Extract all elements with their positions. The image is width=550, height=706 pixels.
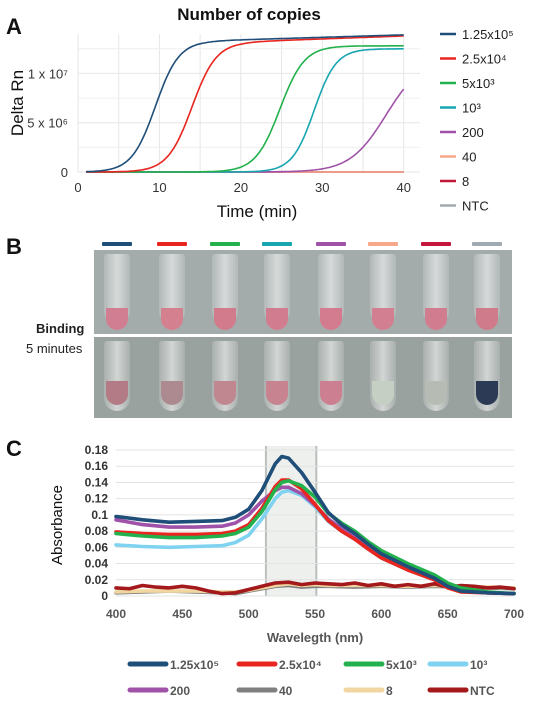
legend-label: 8 [386,684,393,698]
tube-liquid [372,308,394,330]
tube-liquid [476,381,498,405]
y-tick-label: 0.12 [85,492,109,506]
tube-liquid [214,381,236,405]
tube-photo [94,250,512,418]
y-axis-label: Absorbance [49,485,66,565]
tube-liquid [476,308,498,330]
chart-title: Number of copies [177,5,321,24]
y-axis-label: Delta Rn [8,70,27,136]
y-tick-label: 1 x 10⁷ [28,66,68,81]
tube-liquid [425,381,447,405]
photo-divider [94,334,512,337]
x-tick-label: 40 [396,180,410,195]
tube-liquid [266,381,288,405]
tube-liquid [372,381,394,405]
legend-label: 5x10³ [386,658,417,672]
y-tick-label: 0 [61,165,68,180]
y-tick-label: 0.18 [85,443,109,457]
tube-liquid [425,308,447,330]
x-tick-label: 10 [152,180,166,195]
tube-color-swatch [472,242,502,246]
legend-label: 1.25x10⁵ [462,27,514,42]
tube-color-swatch [368,242,398,246]
panel-letter-a: A [6,14,22,39]
tube-liquid [106,308,128,330]
series-line [86,88,405,173]
x-tick-label: 30 [315,180,329,195]
series-line [86,35,404,173]
x-axis-label: Wavelegth (nm) [267,630,363,645]
y-tick-label: 0.16 [85,459,109,473]
tube-color-swatch [421,242,451,246]
y-tick-label: 0.14 [85,475,109,489]
x-tick-label: 400 [106,607,126,621]
tube-liquid [106,381,128,405]
legend-label: 2.5x10⁴ [279,658,322,672]
x-tick-label: 20 [234,180,248,195]
tube-color-swatch [157,242,187,246]
legend-label: 10³ [470,658,487,672]
series-line [114,454,516,596]
highlight-band [265,446,317,596]
amplification-chart: 0 10 20 30 40 0 5 x 10⁶ 1 x 10⁷ Number of copies… [8,5,514,221]
y-tick-label: 0.08 [85,524,109,538]
x-tick-label: 650 [438,607,458,621]
x-tick-label: 500 [239,607,259,621]
y-tick-label: 5 x 10⁶ [27,116,68,131]
series-line [86,45,404,173]
y-tick-label: 0.02 [85,573,109,587]
legend-label: NTC [462,199,489,214]
tube-liquid [266,308,288,330]
x-axis-label: Time (min) [217,202,298,221]
x-tick-label: 450 [172,607,192,621]
legend-label: 200 [462,125,484,140]
legend-label: 1.25x10⁵ [170,658,219,672]
tube-color-swatch [210,242,240,246]
tube-liquid [320,308,342,330]
y-tick-label: 0.04 [85,557,109,571]
x-tick-label: 600 [371,607,391,621]
legend-label: 2.5x10⁴ [462,52,507,67]
binding-label: Binding [36,321,85,336]
legend-label: 40 [279,684,293,698]
x-tick-label: 550 [305,607,325,621]
tube-color-swatch [102,242,132,246]
tube-color-swatch [262,242,292,246]
tube-liquid [161,381,183,405]
absorbance-chart: 0 0.02 0.04 0.06 0.08 0.1 0.12 0.14 0.16 0.18 400 4… [49,443,524,698]
panel-letter-b: B [6,234,22,259]
tube-row-bottom [94,337,512,418]
y-tick-label: 0.06 [85,540,109,554]
series-line [86,34,404,173]
tube-row-top [94,250,512,334]
y-tick-label: 0.1 [91,508,108,522]
panel-letter-c: C [6,436,22,461]
tube-liquid [320,381,342,405]
legend-label: 10³ [462,101,481,116]
legend-label: 8 [462,174,469,189]
legend-label: 5x10³ [462,76,495,91]
series-line [114,479,516,596]
legend-label: NTC [470,684,495,698]
tube-color-swatch [316,242,346,246]
y-tick-label: 0 [101,589,108,603]
x-tick-label: 0 [74,180,81,195]
tube-liquid [214,308,236,330]
tube-liquid [161,308,183,330]
binding-time-label: 5 minutes [26,341,83,356]
legend-label: 200 [170,684,190,698]
x-tick-label: 700 [504,607,524,621]
legend-label: 40 [462,150,476,165]
